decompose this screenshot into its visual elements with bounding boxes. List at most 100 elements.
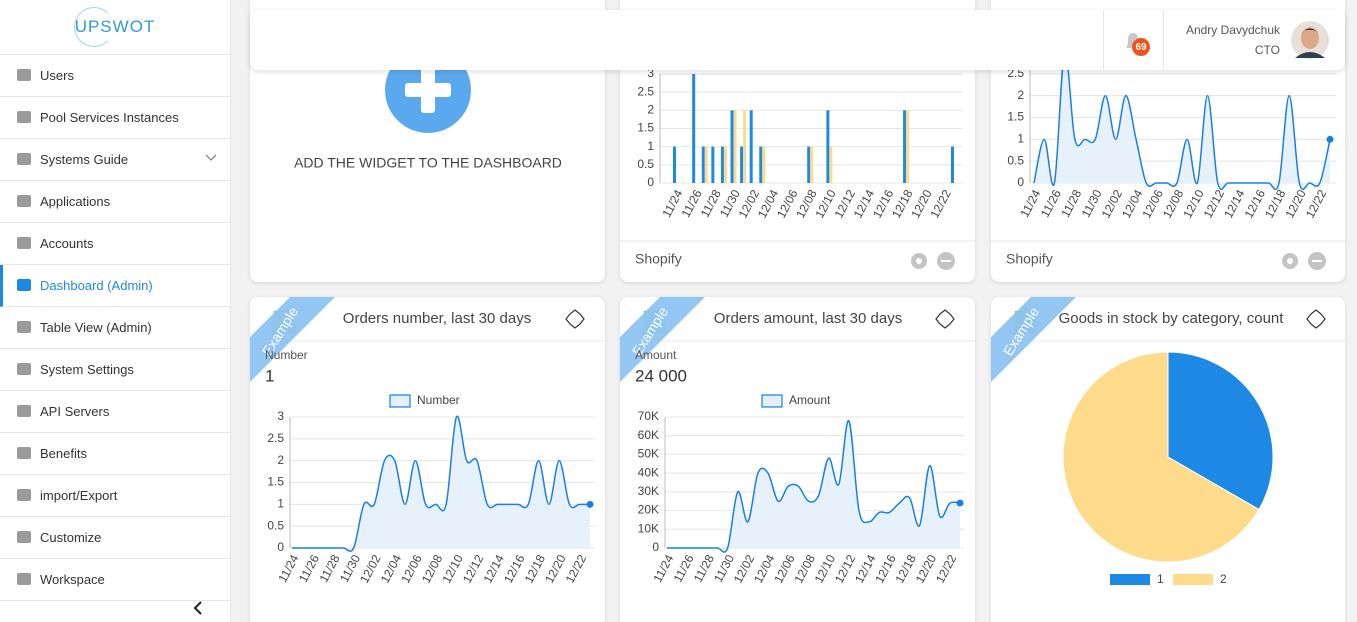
widget-title: Orders amount, last 30 days [714, 310, 902, 327]
widget-card [620, 297, 975, 622]
metric-value: 24 000 [635, 366, 687, 385]
icon [17, 237, 31, 249]
menu-item[interactable]: Applications [0, 181, 230, 223]
bar [826, 110, 830, 183]
add-icon-bar [405, 83, 451, 97]
user-name: Andry Davydchuk [1185, 23, 1280, 37]
icon [17, 111, 31, 123]
menu-item[interactable]: Accounts [0, 223, 230, 265]
menu-label: import/Export [40, 488, 118, 503]
y-tick-label: 1.5 [267, 475, 284, 489]
legend-swatch [1173, 574, 1213, 585]
sidebar: UPSWOT Users Pool Services Instances Sys… [0, 0, 233, 622]
y-tick-label: 2 [277, 453, 284, 467]
bar [810, 146, 814, 183]
collapse-button[interactable] [190, 600, 206, 616]
menu-label: Applications [40, 194, 111, 209]
y-tick-label: 10K [638, 521, 659, 535]
area [292, 416, 590, 552]
icon [17, 363, 31, 375]
y-tick-label: 60K [638, 428, 659, 442]
y-tick-label: 0 [647, 175, 654, 189]
legend-swatch [1110, 574, 1150, 585]
end-point [956, 499, 964, 507]
menu-item[interactable]: Dashboard (Admin) [0, 265, 233, 307]
y-tick-label: 3 [647, 66, 654, 80]
metric-label: Number [265, 348, 308, 362]
y-tick-label: 30K [638, 484, 659, 498]
widget-card [250, 297, 605, 622]
legend-label: 1 [1157, 572, 1164, 586]
legend-swatch [389, 394, 411, 408]
line [291, 415, 590, 552]
menu-item[interactable]: Customize [0, 517, 230, 559]
expand-button[interactable] [1306, 309, 1326, 329]
menu-label: Systems Guide [40, 152, 129, 167]
area [1034, 51, 1330, 190]
menu-label: Workspace [40, 572, 105, 587]
line [1033, 51, 1331, 191]
menu-label: Dashboard (Admin) [40, 278, 153, 293]
y-tick-label: 70K [638, 409, 659, 423]
y-tick-label: 0 [1017, 175, 1024, 189]
menu-label: Accounts [40, 236, 94, 251]
user-role: CTO [1254, 43, 1280, 57]
notifications[interactable]: 69 [1122, 30, 1152, 60]
menu-label: API Servers [40, 404, 110, 419]
icon [17, 321, 31, 333]
bar [906, 110, 910, 183]
area [667, 420, 960, 553]
menu-item[interactable]: API Servers [0, 391, 230, 433]
bar [673, 146, 676, 183]
legend-label: Amount [789, 393, 831, 407]
bar [759, 146, 763, 183]
avatar[interactable] [1290, 20, 1330, 60]
example-ribbon [250, 297, 335, 382]
menu-item[interactable]: Table View (Admin) [0, 307, 230, 349]
y-tick-label: 1 [277, 497, 284, 511]
end-point [1326, 135, 1334, 143]
menu-label: Benefits [40, 446, 87, 461]
menu-item[interactable]: Users [0, 55, 230, 97]
menu-item[interactable]: Systems Guide [0, 139, 230, 181]
chevron [205, 154, 217, 161]
y-tick-label: 0.5 [1007, 153, 1024, 167]
menu-label: Table View (Admin) [40, 320, 152, 335]
top-bar: 69 Andry Davydchuk CTO [250, 10, 1345, 70]
widget-source: Shopify [635, 251, 682, 267]
y-tick-label: 1.5 [1007, 110, 1024, 124]
legend-label: Number [417, 393, 460, 407]
menu-label: Pool Services Instances [40, 110, 179, 125]
logo-ring [74, 7, 114, 47]
y-tick-label: 40K [638, 465, 659, 479]
bar [740, 146, 744, 183]
x-tick-label: 12/22 [1303, 187, 1330, 220]
icon [17, 489, 31, 501]
metric-value: 1 [265, 366, 274, 385]
bar [743, 110, 747, 183]
end-point [586, 500, 594, 508]
icon [17, 405, 31, 417]
bar [951, 146, 954, 183]
x-tick-label: 12/22 [563, 552, 590, 585]
menu-item[interactable]: System Settings [0, 349, 230, 391]
logo[interactable]: UPSWOT [0, 0, 230, 55]
icon [17, 573, 31, 585]
widget-title: Goods in stock by category, count [1059, 310, 1285, 327]
expand-button[interactable] [935, 309, 955, 329]
add-widget-label[interactable]: ADD THE WIDGET TO THE DASHBOARD [294, 155, 562, 171]
menu-item[interactable]: Benefits [0, 433, 230, 475]
bar [733, 110, 737, 183]
y-tick-label: 2 [647, 103, 654, 117]
menu-item[interactable]: Workspace [0, 559, 230, 601]
bar [711, 146, 715, 183]
logo-text: UPSWOT [74, 17, 156, 36]
expand-button[interactable] [565, 309, 585, 329]
y-tick-label: 0 [652, 540, 659, 554]
icon [17, 153, 31, 165]
menu-item[interactable]: Pool Services Instances [0, 97, 230, 139]
line [666, 419, 961, 553]
menu-item[interactable]: import/Export [0, 475, 230, 517]
bar [762, 146, 766, 183]
